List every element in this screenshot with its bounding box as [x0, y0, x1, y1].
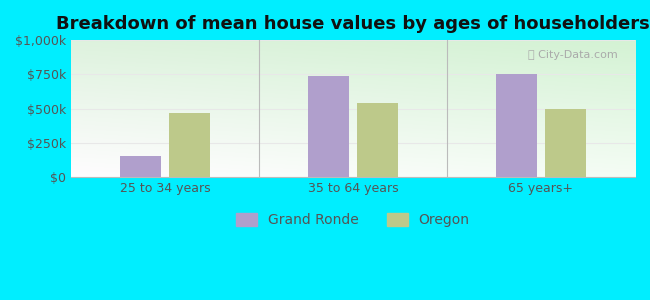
Title: Breakdown of mean house values by ages of householders: Breakdown of mean house values by ages o… [56, 15, 650, 33]
Bar [120, 156, 161, 177]
Bar [169, 112, 210, 177]
Legend: Grand Ronde, Oregon: Grand Ronde, Oregon [237, 213, 470, 227]
Bar [496, 74, 538, 177]
Bar [545, 109, 586, 177]
Text: ⓘ City-Data.com: ⓘ City-Data.com [528, 50, 618, 60]
Bar [357, 103, 398, 177]
Bar [308, 76, 349, 177]
